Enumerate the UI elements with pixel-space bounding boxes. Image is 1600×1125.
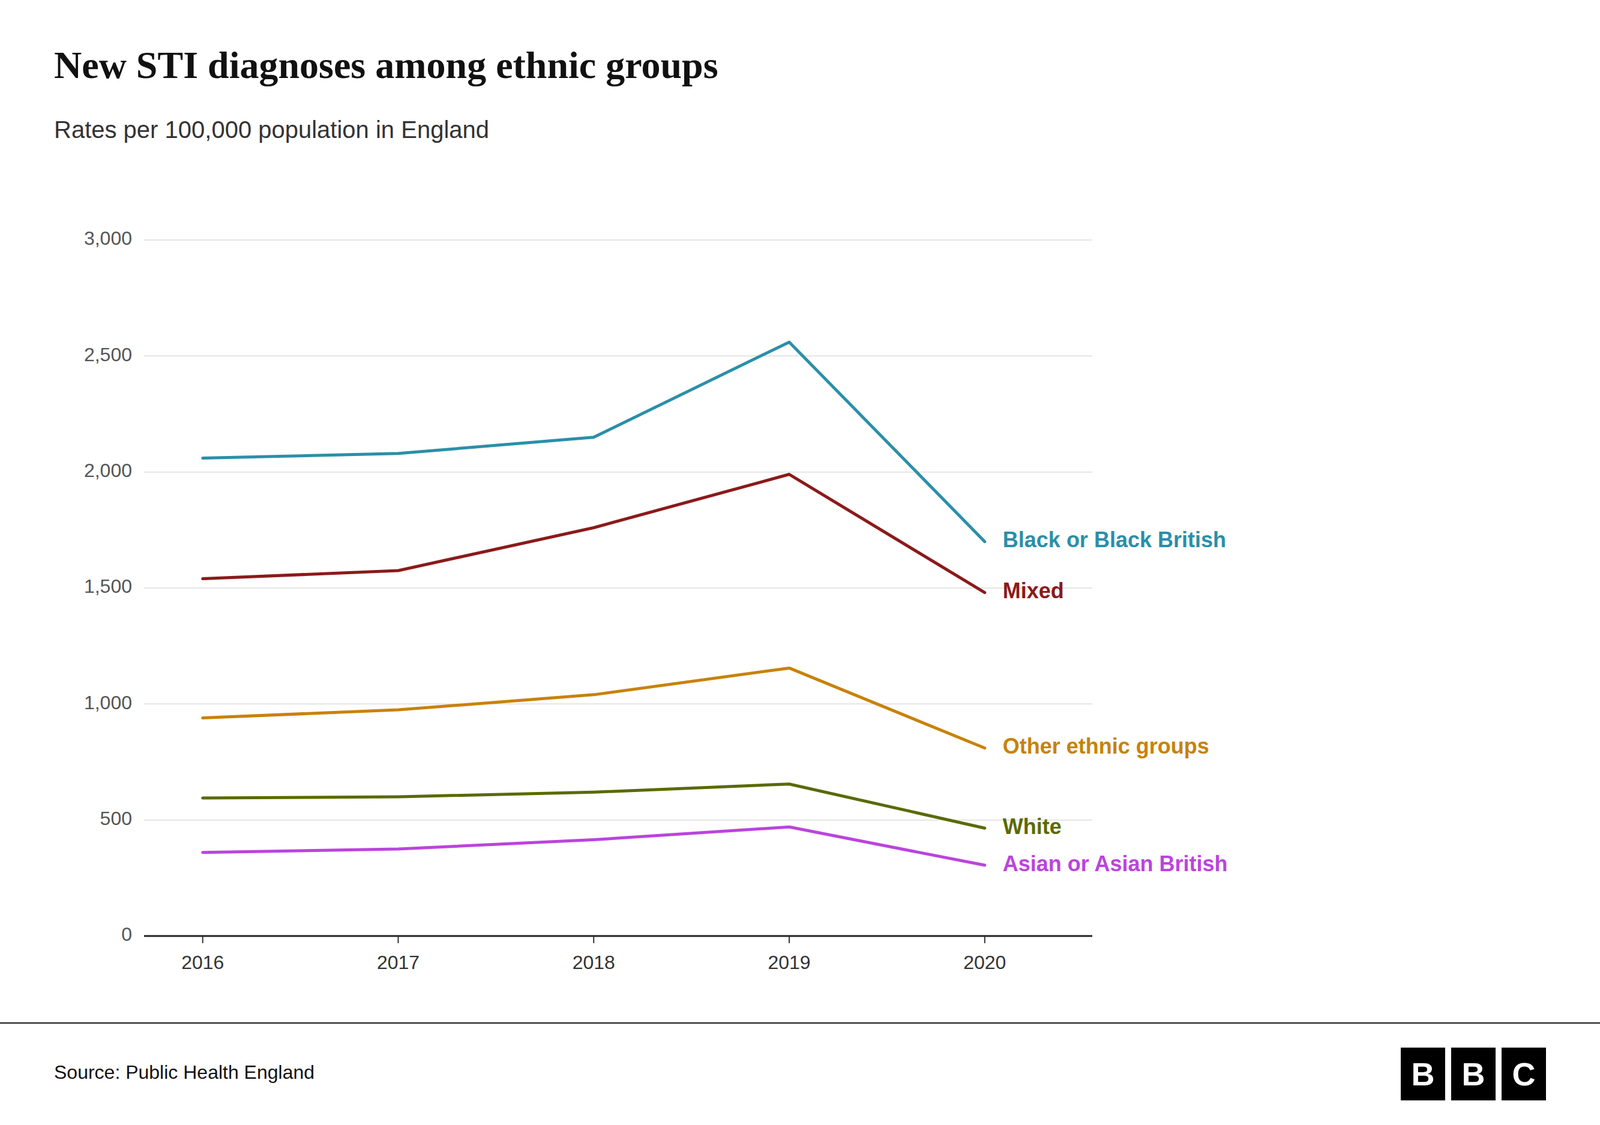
- x-tick: [788, 936, 790, 944]
- series-line: [202, 784, 985, 829]
- series-label: Asian or Asian British: [1002, 851, 1228, 877]
- y-tick-label: 3,000: [84, 227, 133, 250]
- subtitle: Rates per 100,000 population in England: [54, 116, 490, 143]
- series-label: Mixed: [1002, 578, 1065, 604]
- series-line: [202, 342, 985, 542]
- lines: [202, 342, 985, 866]
- logo-letter: B: [1461, 1056, 1486, 1093]
- grid: [144, 240, 1093, 937]
- y-tick-label: 1,000: [84, 691, 133, 714]
- series-line: [202, 667, 985, 748]
- y-tick-label: 2,000: [84, 459, 133, 482]
- grid-line: [144, 471, 1093, 473]
- y-tick-label: 1,500: [84, 575, 133, 598]
- x-tick: [202, 936, 204, 944]
- series-label: White: [1002, 814, 1062, 840]
- source: Source: Public Health England: [54, 1061, 315, 1084]
- x-tick-label: 2018: [572, 951, 616, 974]
- x-axis-line: [144, 935, 1093, 938]
- series-line: [202, 827, 985, 866]
- background: [0, 0, 1600, 1125]
- y-tick-label: 500: [100, 807, 133, 830]
- x-tick-label: 2017: [376, 951, 420, 974]
- grid-line: [144, 587, 1093, 589]
- logo-letter: C: [1512, 1056, 1536, 1093]
- x-tick: [984, 936, 986, 944]
- series-labels: Black or Black British Mixed Other ethnic …: [1002, 527, 1228, 876]
- grid-line: [144, 935, 1093, 937]
- logo-box: [1451, 1047, 1496, 1101]
- y-tick-label: 2,500: [84, 343, 133, 366]
- separator: [0, 1022, 1600, 1025]
- x-tick: [397, 936, 400, 944]
- series-label: Black or Black British: [1002, 527, 1227, 553]
- y-tick-label: 0: [121, 923, 133, 946]
- grid-line: [144, 355, 1093, 358]
- title: New STI diagnoses among ethnic groups: [54, 43, 719, 87]
- grid-line: [144, 239, 1093, 241]
- x-tick-label: 2016: [181, 951, 224, 974]
- chart: New STI diagnoses among ethnic groups Rat…: [0, 0, 1600, 1125]
- x-tick-label: 2019: [767, 951, 811, 974]
- series-line: [202, 474, 985, 593]
- grid-line: [144, 703, 1093, 706]
- logo-box: [1400, 1047, 1446, 1101]
- logo-box: [1501, 1047, 1546, 1101]
- x-tick-label: 2020: [963, 951, 1006, 974]
- series-label: Other ethnic groups: [1002, 733, 1210, 759]
- logo-letter: B: [1411, 1056, 1435, 1093]
- x-tick: [592, 936, 595, 944]
